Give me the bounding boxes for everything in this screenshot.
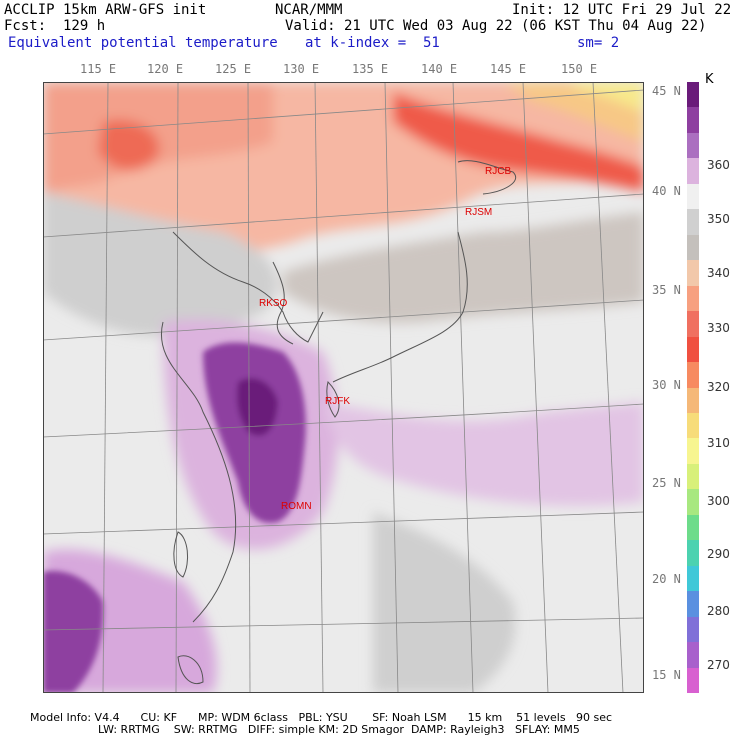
field-name: Equivalent potential temperature bbox=[8, 35, 278, 51]
lon-tick: 125 E bbox=[215, 62, 252, 76]
colorbar-swatch bbox=[687, 209, 699, 236]
station-label: RJFK bbox=[325, 396, 350, 407]
colorbar-swatch bbox=[687, 463, 699, 490]
station-label: RJSM bbox=[465, 207, 492, 218]
colorbar-swatch bbox=[687, 565, 699, 592]
colorbar-swatch bbox=[687, 107, 699, 134]
colorbar-swatch bbox=[687, 336, 699, 363]
lon-tick: 130 E bbox=[283, 62, 320, 76]
colorbar-label: 320 bbox=[707, 380, 730, 394]
forecast-hour: Fcst: 129 h bbox=[4, 18, 106, 34]
colorbar-swatch bbox=[687, 616, 699, 643]
lon-tick: 115 E bbox=[80, 62, 117, 76]
coastlines bbox=[160, 160, 516, 684]
lon-tick: 135 E bbox=[352, 62, 389, 76]
valid-time: Valid: 21 UTC Wed 03 Aug 22 (06 KST Thu … bbox=[285, 18, 707, 34]
colorbar-swatch bbox=[687, 489, 699, 516]
lon-tick: 140 E bbox=[421, 62, 458, 76]
colorbar-swatch bbox=[687, 132, 699, 159]
colorbar-label: 270 bbox=[707, 658, 730, 672]
lon-tick: 145 E bbox=[490, 62, 527, 76]
init-time: Init: 12 UTC Fri 29 Jul 22 bbox=[512, 2, 732, 18]
colorbar-swatch bbox=[687, 514, 699, 541]
colorbar-label: 350 bbox=[707, 212, 730, 226]
colorbar-label: 300 bbox=[707, 494, 730, 508]
model-info: Model Info: V4.4 CU: KF MP: WDM 6class P… bbox=[30, 711, 613, 724]
station-label: RKSO bbox=[259, 298, 288, 309]
map-panel[interactable]: RJCB RJSM RKSO RJFK ROMN bbox=[43, 82, 644, 693]
colorbar-swatch bbox=[687, 158, 699, 185]
colorbar-swatch bbox=[687, 412, 699, 439]
lat-tick: 25 N bbox=[652, 476, 681, 490]
station-label: ROMN bbox=[281, 501, 312, 512]
model-physics: LW: RRTMG SW: RRTMG DIFF: simple KM: 2D … bbox=[98, 723, 580, 736]
colorbar-label: 310 bbox=[707, 436, 730, 450]
colorbar-swatch bbox=[687, 82, 699, 108]
lat-tick: 35 N bbox=[652, 283, 681, 297]
colorbar-swatch bbox=[687, 183, 699, 210]
colorbar-label: 280 bbox=[707, 604, 730, 618]
colorbar-swatch bbox=[687, 234, 699, 261]
colorbar-swatch bbox=[687, 642, 699, 669]
lat-tick: 45 N bbox=[652, 84, 681, 98]
colorbar-swatch bbox=[687, 438, 699, 465]
colorbar-unit: K bbox=[705, 72, 714, 87]
lat-tick: 20 N bbox=[652, 572, 681, 586]
colorbar-swatch bbox=[687, 362, 699, 388]
colorbar-label: 360 bbox=[707, 158, 730, 172]
lon-tick: 150 E bbox=[561, 62, 598, 76]
colorbar-swatch bbox=[687, 285, 699, 312]
lat-tick: 15 N bbox=[652, 668, 681, 682]
lon-tick: 120 E bbox=[147, 62, 184, 76]
lat-tick: 40 N bbox=[652, 184, 681, 198]
colorbar-label: 340 bbox=[707, 266, 730, 280]
colorbar-swatch bbox=[687, 667, 699, 694]
org-label: NCAR/MMM bbox=[275, 2, 343, 18]
colorbar-swatch bbox=[687, 311, 699, 338]
colorbar-label: 290 bbox=[707, 547, 730, 561]
colorbar-swatch bbox=[687, 260, 699, 287]
colorbar-swatch bbox=[687, 387, 699, 414]
lat-tick: 30 N bbox=[652, 378, 681, 392]
colorbar bbox=[687, 82, 699, 694]
level-index: at k-index = 51 bbox=[305, 35, 440, 51]
theta-e-max bbox=[43, 342, 306, 693]
colorbar-swatch bbox=[687, 540, 699, 567]
station-label: RJCB bbox=[485, 166, 511, 177]
model-title: ACCLIP 15km ARW-GFS init bbox=[4, 2, 207, 18]
colorbar-label: 330 bbox=[707, 321, 730, 335]
colorbar-swatch bbox=[687, 591, 699, 618]
map-frame bbox=[43, 82, 644, 693]
smoothing: sm= 2 bbox=[577, 35, 620, 51]
